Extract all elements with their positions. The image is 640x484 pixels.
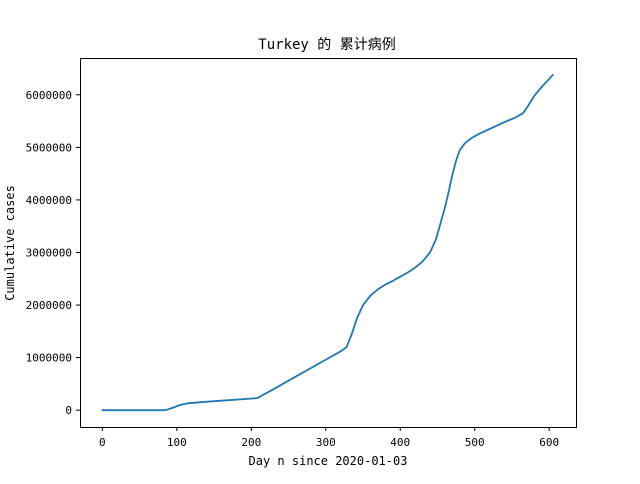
y-tick-label: 5000000 — [26, 141, 72, 154]
y-tick-label: 4000000 — [26, 194, 72, 207]
x-tick-label: 400 — [390, 436, 410, 449]
series-line-0 — [101, 73, 554, 412]
y-tick-label: 0 — [65, 404, 72, 417]
chart-title: Turkey 的 累计病例 — [258, 37, 395, 53]
x-axis-ticks: 0 100 200 300 400 500 600 — [99, 427, 559, 449]
x-axis-label: Day n since 2020-01-03 — [249, 454, 408, 468]
y-axis-ticks: 0 1000000 2000000 3000000 4000000 5000000 6000… — [26, 89, 80, 417]
x-tick-label: 100 — [167, 436, 187, 449]
y-axis-label: Cumulative cases — [3, 185, 17, 301]
y-tick-label: 3000000 — [26, 246, 72, 259]
plot-frame — [80, 58, 577, 428]
y-tick-label: 1000000 — [26, 352, 72, 365]
x-tick-label: 300 — [316, 436, 336, 449]
y-tick-label: 6000000 — [26, 89, 72, 102]
x-tick-label: 200 — [241, 436, 261, 449]
x-tick-label: 0 — [99, 436, 106, 449]
x-tick-label: 600 — [539, 436, 559, 449]
y-tick-label: 2000000 — [26, 299, 72, 312]
x-tick-label: 500 — [465, 436, 485, 449]
plot-area — [101, 73, 554, 412]
